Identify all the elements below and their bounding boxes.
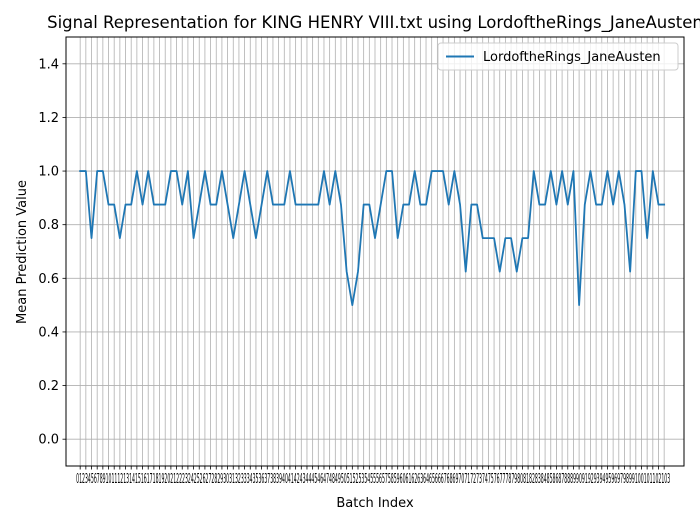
legend-box xyxy=(437,42,679,71)
y-tick-label: 0.2 xyxy=(38,379,59,394)
y-tick-label: 1.0 xyxy=(38,165,59,180)
horizontal-grid-lines xyxy=(66,63,684,440)
vertical-grid-lines xyxy=(79,37,665,466)
x-tick-labels: 0123456789101112131415161718192021222324… xyxy=(76,472,670,487)
y-axis-title: Mean Prediction Value xyxy=(15,180,30,324)
legend: LordoftheRings_JaneAusten xyxy=(437,42,679,71)
x-axis-ticks: 0123456789101112131415161718192021222324… xyxy=(76,466,670,487)
x-axis-title: Batch Index xyxy=(336,496,414,511)
y-tick-label: 0.8 xyxy=(38,218,59,233)
series-line xyxy=(79,170,666,307)
y-tick-label: 0.4 xyxy=(38,325,59,340)
y-tick-label: 0.0 xyxy=(38,433,59,448)
y-tick-label: 1.2 xyxy=(38,111,59,126)
y-tick-label: 0.6 xyxy=(38,272,59,287)
legend-label: LordoftheRings_JaneAusten xyxy=(483,50,661,65)
y-tick-label: 1.4 xyxy=(38,57,59,72)
y-axis-ticks: 0.0 0.2 0.4 0.6 0.8 1.0 1.2 1.4 xyxy=(38,57,66,448)
series-layer xyxy=(79,170,666,307)
chart-title: Signal Representation for KING HENRY VII… xyxy=(47,13,700,33)
